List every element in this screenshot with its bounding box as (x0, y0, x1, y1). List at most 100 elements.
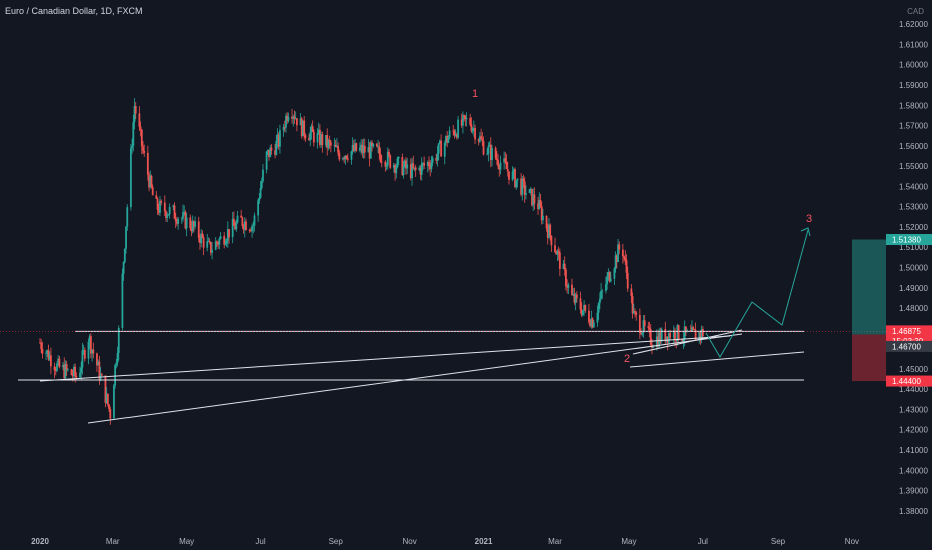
candle-body (465, 118, 468, 120)
candle-body (463, 115, 466, 117)
candle-body (317, 129, 320, 133)
candle-body (73, 366, 75, 377)
candle-body (562, 263, 565, 269)
candle-body (372, 143, 375, 147)
price-tick-label: 1.53000 (899, 203, 928, 212)
candle-body (277, 134, 280, 147)
candle-body (389, 155, 392, 168)
symbol-title[interactable]: Euro / Canadian Dollar, 1D, FXCM (5, 6, 143, 16)
time-tick-label: Jul (255, 537, 265, 546)
candle-body (584, 305, 587, 311)
candle-body (669, 333, 672, 338)
candle-body (453, 130, 456, 136)
candle-body (74, 366, 77, 376)
candle-body (367, 147, 370, 153)
candle-body (351, 145, 354, 152)
candle-body (579, 298, 582, 310)
candle-body (257, 200, 260, 216)
candle-body (581, 310, 584, 316)
candle-body (294, 118, 297, 120)
candle-body (491, 148, 493, 161)
candle-body (617, 244, 619, 263)
candle-body (621, 249, 624, 257)
candle-body (635, 312, 638, 315)
candle-body (270, 147, 273, 151)
candle-body (312, 131, 315, 143)
candle-body (447, 137, 450, 143)
candle-body (265, 151, 268, 170)
candle-body (699, 332, 702, 338)
candle-body (89, 336, 92, 354)
candle-body (369, 142, 372, 159)
candle-body (659, 332, 662, 342)
candle-body (48, 355, 51, 360)
price-tick-label: 1.49000 (899, 284, 928, 293)
candle-body (567, 284, 570, 288)
candle-body (460, 119, 463, 126)
candle-body (98, 361, 101, 380)
candle-body (91, 349, 94, 354)
candle-body (287, 116, 290, 121)
price-label-countdown (886, 335, 932, 346)
candle-body (50, 355, 52, 367)
candle-body (293, 116, 296, 119)
candle-body (249, 230, 252, 232)
price-axis[interactable]: 1.62000 1.61000 1.60000 1.59000 1.58000 1.570… (886, 0, 932, 550)
price-tick-label: 1.39000 (899, 487, 928, 496)
candle-body (241, 217, 244, 226)
candle-body (123, 248, 126, 262)
candle-body (276, 134, 279, 141)
projection-path (705, 229, 809, 358)
candle-body (618, 244, 621, 250)
candle-body (685, 326, 687, 333)
candle-body (337, 146, 340, 153)
candle-body (190, 228, 193, 232)
candle-body (363, 145, 366, 153)
candle-body (445, 136, 447, 143)
candle-body (566, 286, 569, 288)
candle-body (532, 194, 535, 206)
candle-body (664, 328, 667, 342)
candle-body (126, 207, 129, 227)
candle-body (361, 144, 364, 153)
candle-body (79, 372, 81, 378)
candle-body (641, 332, 644, 335)
candle-body (452, 130, 455, 132)
candle-body (392, 165, 395, 168)
candle-body (251, 226, 253, 232)
price-axis-bg (886, 0, 932, 550)
candle-body (563, 263, 566, 270)
candle-body (623, 256, 625, 259)
wave-label: 2 (624, 353, 630, 365)
candle-body (58, 358, 61, 368)
candle-body (598, 298, 601, 304)
candle-body (498, 166, 501, 170)
time-axis[interactable]: 2020 Mar May Jul Sep Nov 2021 Mar May Jul Sep Nov (0, 528, 932, 550)
candle-body (506, 169, 509, 172)
candle-body (173, 205, 176, 219)
candle-body (665, 336, 668, 342)
candle-body (693, 329, 696, 331)
price-label-target (886, 234, 932, 246)
candle-body (177, 218, 180, 224)
candle-body (406, 164, 409, 169)
time-tick-label: May (621, 537, 636, 546)
candle-body (474, 127, 476, 140)
candle-body (106, 393, 109, 405)
candle-body (426, 162, 429, 166)
candle-body (505, 162, 508, 170)
candle-body (268, 149, 270, 158)
candle-body (546, 228, 549, 238)
candle-body (362, 145, 365, 153)
candle-body (676, 325, 679, 342)
candle-body (423, 163, 426, 166)
candle-body (606, 276, 609, 285)
candle-body (291, 116, 293, 119)
arrow-head-icon (800, 227, 811, 237)
candle-body (282, 127, 285, 131)
price-tick-label: 1.41000 (899, 446, 928, 455)
candle-body (228, 229, 230, 238)
candle-body (435, 157, 438, 161)
candle-body (666, 336, 669, 343)
